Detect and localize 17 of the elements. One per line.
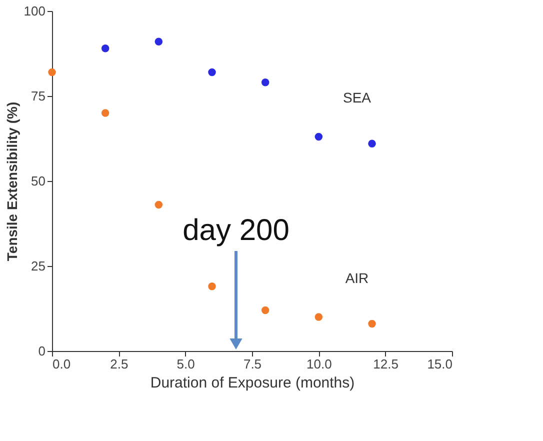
x-tick-label: 2.5: [110, 356, 128, 372]
y-tick-label: 25: [31, 258, 46, 274]
y-tick-label: 0: [38, 344, 46, 358]
y-axis-title: Tensile Extensibility (%): [4, 102, 20, 262]
text: AIR: [345, 270, 369, 286]
x-axis-title: Duration of Exposure (months): [150, 374, 355, 392]
y-tick-label: 50: [31, 174, 46, 188]
x-tick-label: 5.0: [176, 356, 195, 372]
y-tick-label: 75: [31, 88, 46, 104]
x-tick-label: 0.0: [52, 356, 71, 372]
text: SEA: [342, 90, 372, 106]
x-tick-label: 10.0: [306, 356, 332, 372]
y-tick-label: 100: [24, 4, 46, 18]
x-tick-label: 7.5: [243, 356, 262, 372]
annotation: day 200: [182, 214, 290, 247]
x-tick-label: 12.5: [373, 356, 398, 372]
x-tick-label: 15.0: [427, 356, 452, 372]
